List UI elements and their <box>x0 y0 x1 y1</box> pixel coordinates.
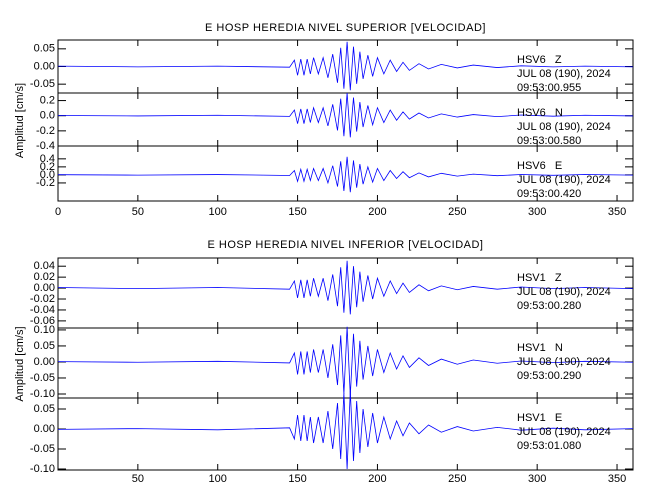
waveform <box>57 260 634 315</box>
waveform <box>57 156 634 193</box>
y-tick-label: -0.10 <box>30 388 55 400</box>
station-label: HSV6 N <box>517 107 563 119</box>
station-label: HSV6 Z <box>517 54 562 66</box>
y-axis-label: Amplitud [cm/s] <box>14 83 26 158</box>
x-tick-label: 350 <box>608 206 626 218</box>
y-tick-label: -0.05 <box>30 78 55 90</box>
panel-frame <box>57 397 634 471</box>
y-tick-label: 0.00 <box>34 356 55 368</box>
y-axis-label: Amplitud [cm/s] <box>14 326 26 401</box>
y-tick-label: -0.04 <box>30 304 55 316</box>
y-tick-label: 0.0 <box>40 169 55 181</box>
chart-title: E HOSP HEREDIA NIVEL INFERIOR [VELOCIDAD… <box>207 239 483 251</box>
y-tick-label: 0.2 <box>40 161 55 173</box>
y-tick-label: -0.05 <box>30 443 55 455</box>
y-tick-label: -0.06 <box>30 315 55 327</box>
x-tick-label: 350 <box>608 473 626 485</box>
y-tick-label: 0.4 <box>40 153 55 165</box>
waveform <box>57 390 634 470</box>
x-tick-label: 150 <box>288 473 306 485</box>
y-tick-label: 0.2 <box>40 94 55 106</box>
date-label: JUL 08 (190), 2024 <box>517 426 611 438</box>
x-tick-label: 0 <box>55 206 61 218</box>
panel-frame <box>57 145 634 202</box>
y-tick-label: 0.05 <box>34 403 55 415</box>
x-tick-label: 50 <box>132 206 144 218</box>
date-label: JUL 08 (190), 2024 <box>517 286 611 298</box>
x-tick-label: 100 <box>209 473 227 485</box>
y-tick-label: 0.04 <box>34 260 55 272</box>
date-label: JUL 08 (190), 2024 <box>517 356 611 368</box>
x-tick-label: 100 <box>209 206 227 218</box>
y-tick-label: -0.02 <box>30 293 55 305</box>
y-tick-label: 0.00 <box>34 60 55 72</box>
chart-title: E HOSP HEREDIA NIVEL SUPERIOR [VELOCIDAD… <box>205 22 486 34</box>
x-tick-label: 150 <box>288 206 306 218</box>
y-tick-label: 0.00 <box>34 423 55 435</box>
waveform <box>57 41 634 91</box>
time-label: 09:53:00.955 <box>517 82 581 94</box>
station-label: HSV6 E <box>517 160 562 172</box>
station-label: HSV1 N <box>517 342 563 354</box>
x-tick-label: 250 <box>448 473 466 485</box>
y-tick-label: 0.10 <box>34 324 55 336</box>
y-tick-label: -0.2 <box>36 125 55 137</box>
waveform <box>57 326 634 396</box>
time-label: 09:53:00.290 <box>517 370 581 382</box>
waveform <box>57 92 634 138</box>
date-label: JUL 08 (190), 2024 <box>517 121 611 133</box>
y-tick-label: 0.02 <box>34 271 55 283</box>
station-label: HSV1 E <box>517 412 562 424</box>
time-label: 09:53:00.420 <box>517 188 581 200</box>
y-tick-label: 0.00 <box>34 282 55 294</box>
x-tick-label: 200 <box>368 206 386 218</box>
x-tick-label: 50 <box>132 473 144 485</box>
time-label: 09:53:01.080 <box>517 440 581 452</box>
x-tick-label: 250 <box>448 206 466 218</box>
time-label: 09:53:00.580 <box>517 135 581 147</box>
station-label: HSV1 Z <box>517 272 562 284</box>
x-tick-label: 300 <box>528 473 546 485</box>
date-label: JUL 08 (190), 2024 <box>517 174 611 186</box>
time-label: 09:53:00.280 <box>517 300 581 312</box>
y-tick-label: 0.05 <box>34 43 55 55</box>
y-tick-label: 0.05 <box>34 340 55 352</box>
y-tick-label: -0.4 <box>36 140 55 152</box>
y-tick-label: -0.2 <box>36 177 55 189</box>
y-tick-label: 0.0 <box>40 110 55 122</box>
y-tick-label: -0.10 <box>30 463 55 475</box>
date-label: JUL 08 (190), 2024 <box>517 68 611 80</box>
x-tick-label: 200 <box>368 473 386 485</box>
x-tick-label: 300 <box>528 206 546 218</box>
y-tick-label: -0.05 <box>30 372 55 384</box>
